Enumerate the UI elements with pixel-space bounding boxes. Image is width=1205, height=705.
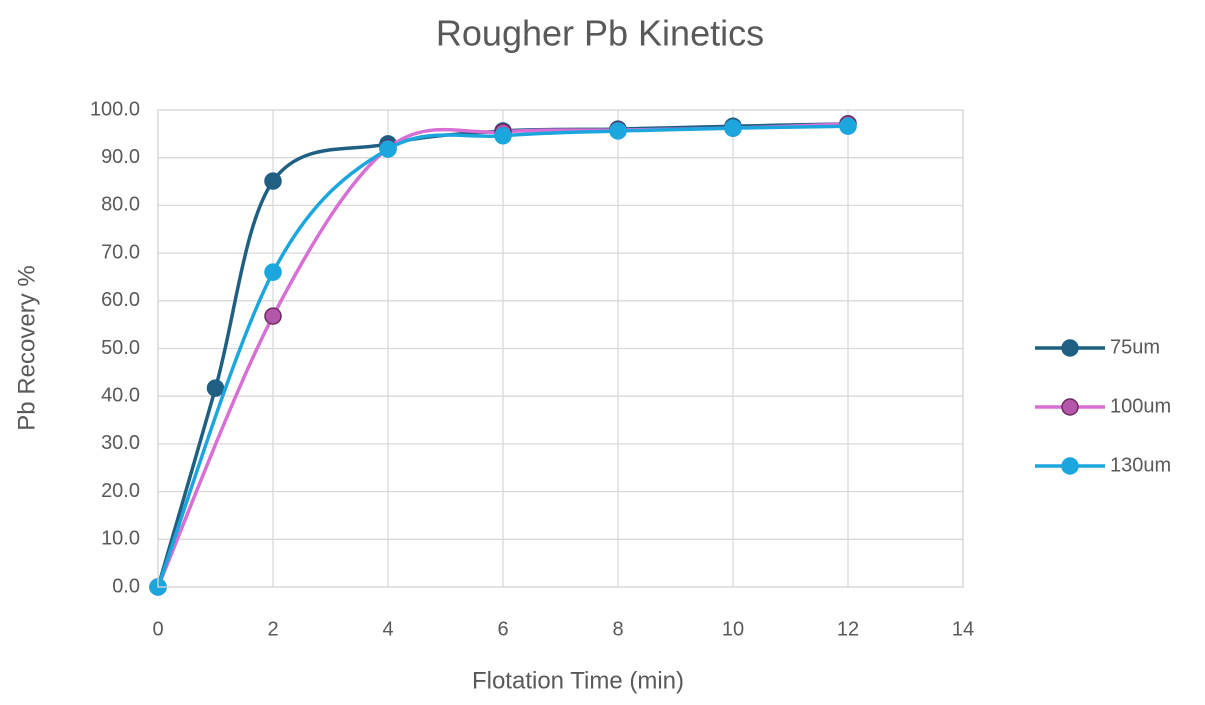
legend-label: 75um xyxy=(1110,336,1160,358)
x-tick-label: 6 xyxy=(497,618,508,640)
data-point xyxy=(724,119,742,137)
y-tick-label: 70.0 xyxy=(101,241,140,263)
y-tick-label: 50.0 xyxy=(101,337,140,359)
x-tick-label: 2 xyxy=(267,618,278,640)
x-tick-label: 12 xyxy=(837,618,859,640)
legend-label: 100um xyxy=(1110,395,1171,417)
x-tick-label: 10 xyxy=(722,618,744,640)
plot-border xyxy=(157,109,964,588)
data-point xyxy=(264,263,282,281)
x-tick-label: 8 xyxy=(612,618,623,640)
y-tick-label: 40.0 xyxy=(101,384,140,406)
data-point xyxy=(264,307,282,325)
y-tick-label: 90.0 xyxy=(101,146,140,168)
legend-marker xyxy=(1061,398,1079,416)
y-tick-label: 100.0 xyxy=(90,98,140,120)
x-tick-label: 0 xyxy=(152,618,163,640)
data-point xyxy=(839,117,857,135)
x-axis-label: Flotation Time (min) xyxy=(472,667,684,694)
data-point xyxy=(264,172,282,190)
series-line xyxy=(156,124,849,588)
data-point xyxy=(494,127,512,145)
y-tick-label: 10.0 xyxy=(101,528,140,550)
y-tick-label: 20.0 xyxy=(101,480,140,502)
chart-title: Rougher Pb Kinetics xyxy=(436,13,764,54)
x-tick-label: 4 xyxy=(382,618,393,640)
y-tick-label: 30.0 xyxy=(101,432,140,454)
legend-label: 130um xyxy=(1110,454,1171,476)
y-tick-label: 60.0 xyxy=(101,289,140,311)
data-point xyxy=(206,379,225,397)
x-tick-label: 14 xyxy=(952,618,974,640)
legend-marker xyxy=(1061,457,1079,475)
data-point xyxy=(379,140,397,158)
y-tick-label: 80.0 xyxy=(101,194,140,216)
data-point xyxy=(609,122,627,140)
y-axis-label: Pb Recovery % xyxy=(13,265,40,430)
legend-marker xyxy=(1061,339,1079,357)
y-tick-label: 0.0 xyxy=(112,575,140,597)
